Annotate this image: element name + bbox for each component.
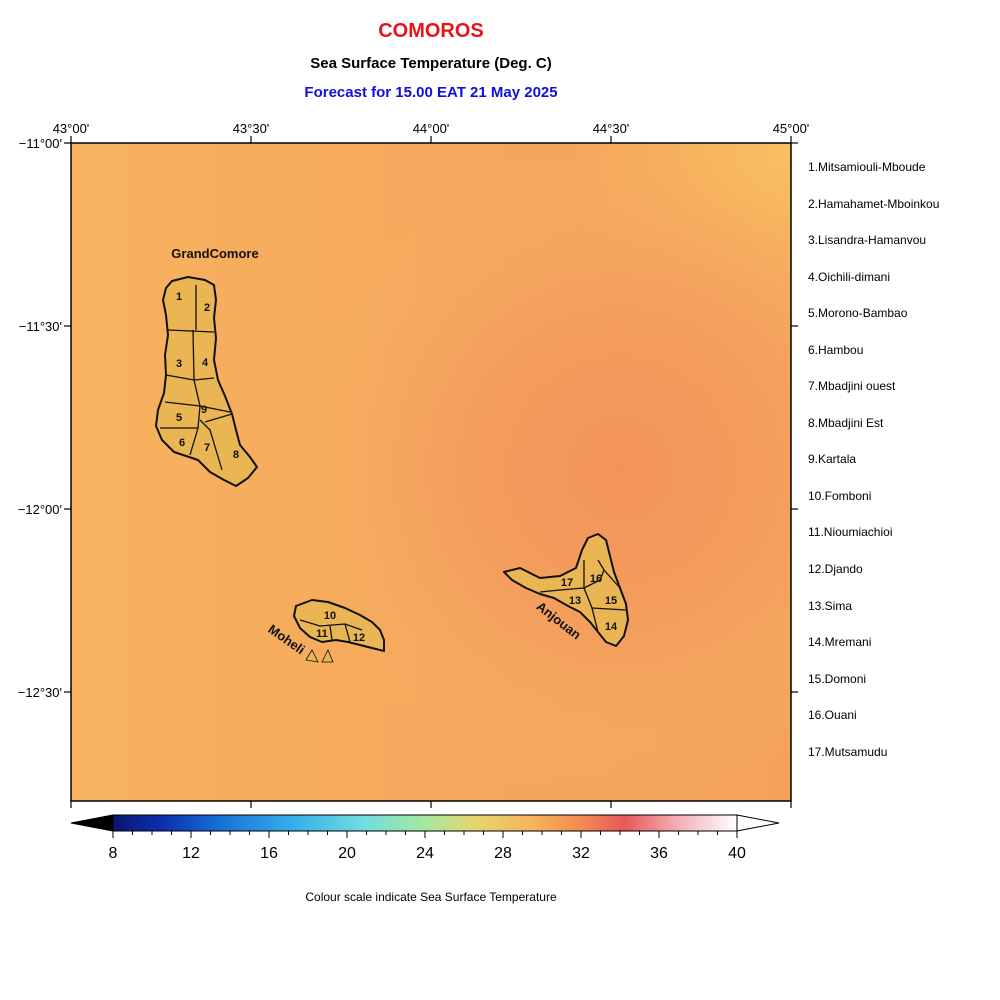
region-number-16: 16 [590, 573, 602, 585]
colorbar: 8 12 16 20 24 28 32 36 40 [70, 814, 780, 862]
colorbar-gradient [112, 814, 738, 832]
legend-item-6: 6.Hambou [808, 343, 864, 357]
legend-item-13: 13.Sima [808, 599, 853, 613]
colorbar-tick-12: 12 [182, 845, 200, 862]
region-number-11: 11 [316, 628, 328, 640]
sea-warm-area [71, 143, 791, 801]
region-number-8: 8 [233, 449, 239, 461]
legend-item-4: 4.Oichili-dimani [808, 270, 891, 284]
colorbar-tick-8: 8 [109, 845, 118, 862]
colorbar-tick-32: 32 [572, 845, 590, 862]
lon-label-43-30: 43°30' [233, 121, 270, 136]
legend-item-12: 12.Djando [808, 562, 863, 576]
legend-item-16: 16.Ouani [808, 708, 857, 722]
region-number-2: 2 [204, 302, 210, 314]
region-number-9: 9 [201, 404, 207, 416]
lat-label-12-30: −12°30' [18, 685, 62, 700]
colorbar-high-arrow [736, 814, 780, 832]
region-number-3: 3 [176, 358, 182, 370]
legend-item-15: 15.Domoni [808, 672, 867, 686]
moheli-islets [305, 649, 334, 663]
region-number-6: 6 [179, 437, 185, 449]
region-number-10: 10 [324, 610, 336, 622]
region-number-17: 17 [561, 577, 573, 589]
longitude-ticks [70, 136, 792, 808]
region-number-5: 5 [176, 412, 182, 424]
region-number-12: 12 [353, 632, 365, 644]
forecast-time: Forecast for 15.00 EAT 21 May 2025 [304, 84, 558, 101]
grand-comore-label: GrandComore [171, 246, 258, 261]
colorbar-tick-40: 40 [728, 845, 746, 862]
legend-item-1: 1.Mitsamiouli-Mboude [808, 160, 926, 174]
legend-item-10: 10.Fomboni [808, 489, 872, 503]
colorbar-tick-36: 36 [650, 845, 668, 862]
lat-label-11-30: −11°30' [19, 319, 62, 334]
colorbar-low-arrow [70, 814, 114, 832]
region-number-13: 13 [569, 595, 581, 607]
region-number-7: 7 [204, 442, 210, 454]
lon-label-43-00: 43°00' [53, 121, 90, 136]
colorbar-tick-24: 24 [416, 845, 434, 862]
legend-item-8: 8.Mbadjini Est [808, 416, 884, 430]
grand-comore-island: 1 2 3 4 5 6 7 8 9 GrandComore [155, 246, 259, 487]
lon-label-45-00: 45°00' [773, 121, 810, 136]
region-number-1: 1 [176, 291, 182, 303]
lat-label-12-00: −12°00' [18, 502, 62, 517]
legend-item-3: 3.Lisandra-Hamanvou [808, 233, 927, 247]
region-number-14: 14 [605, 621, 618, 633]
lon-label-44-30: 44°30' [593, 121, 630, 136]
legend-item-14: 14.Mremani [808, 635, 872, 649]
lat-label-11-00: −11°00' [19, 136, 62, 151]
lon-label-44-00: 44°00' [413, 121, 450, 136]
legend-item-9: 9.Kartala [808, 452, 857, 466]
colorbar-tick-16: 16 [260, 845, 278, 862]
legend-item-11: 11.Nioumiachioi [808, 525, 893, 539]
legend-item-2: 2.Hamahamet-Mboinkou [808, 197, 940, 211]
legend-item-5: 5.Morono-Bambao [808, 306, 908, 320]
colorbar-caption: Colour scale indicate Sea Surface Temper… [305, 890, 557, 904]
legend-item-17: 17.Mutsamudu [808, 745, 888, 759]
colorbar-tick-28: 28 [494, 845, 512, 862]
region-number-4: 4 [202, 357, 209, 369]
map-title: COMOROS [378, 20, 484, 42]
region-number-15: 15 [605, 595, 617, 607]
latitude-ticks [64, 142, 798, 693]
colorbar-tick-20: 20 [338, 845, 356, 862]
map-subtitle: Sea Surface Temperature (Deg. C) [310, 55, 552, 72]
legend-item-7: 7.Mbadjini ouest [808, 379, 896, 393]
